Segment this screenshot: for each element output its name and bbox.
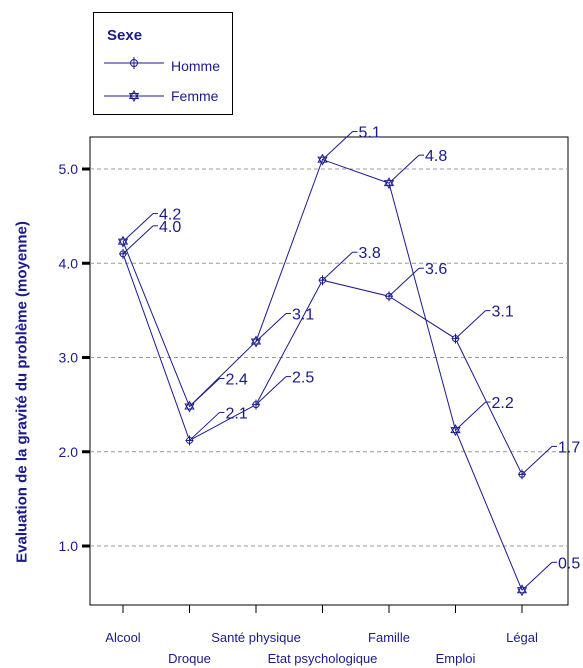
x-tick-label: Famille xyxy=(368,630,410,645)
data-label: 2.1 xyxy=(226,405,248,422)
data-point xyxy=(317,153,328,163)
data-label-leader xyxy=(255,376,287,405)
data-point-star xyxy=(250,338,262,348)
data-point-star xyxy=(383,180,395,190)
data-label-leader xyxy=(521,561,553,591)
data-label: 3.6 xyxy=(425,261,447,278)
y-tick-label: 4.0 xyxy=(59,255,79,271)
data-label-leader xyxy=(455,401,486,431)
data-point xyxy=(516,584,528,594)
data-point-star xyxy=(317,156,328,166)
legend-title: Sexe xyxy=(107,27,143,44)
data-label-leader xyxy=(455,310,486,340)
y-tick-label: 5.0 xyxy=(59,161,79,177)
x-tick-label: Emploi xyxy=(436,651,476,666)
y-tick-label: 1.0 xyxy=(59,538,79,554)
data-label-leader xyxy=(255,313,287,342)
legend-homme-label: Homme xyxy=(171,58,221,74)
data-point-star xyxy=(117,238,129,248)
data-label: 4.0 xyxy=(159,219,181,236)
data-label: 2.5 xyxy=(292,370,314,387)
data-label: 5.1 xyxy=(359,125,381,142)
data-point xyxy=(383,177,395,187)
data-point-star xyxy=(184,403,195,413)
data-label-leader xyxy=(388,267,420,297)
legend-femme-label: Femme xyxy=(171,88,219,104)
data-label-leader xyxy=(189,378,220,407)
y-tick-label: 2.0 xyxy=(59,444,79,460)
x-tick-label: Légal xyxy=(506,630,538,645)
data-point-star xyxy=(450,427,461,437)
data-label-leader xyxy=(388,154,420,184)
data-label: 4.8 xyxy=(425,148,447,165)
data-label: 3.8 xyxy=(359,245,381,262)
x-tick-label: Alcool xyxy=(105,630,141,645)
x-tick-label: Etat psychologique xyxy=(268,651,378,666)
data-label: 2.2 xyxy=(492,395,514,412)
y-tick-label: 3.0 xyxy=(59,350,79,366)
data-label: 0.5 xyxy=(558,555,580,572)
data-label: 2.4 xyxy=(226,372,248,389)
series-line-homme xyxy=(122,253,523,475)
x-tick-label: Droque xyxy=(168,651,211,666)
femme-marker-icon xyxy=(128,89,140,103)
data-label: 1.7 xyxy=(558,439,580,456)
data-point xyxy=(117,235,129,245)
homme-marker-icon xyxy=(128,57,140,69)
data-point xyxy=(450,424,461,434)
series-line-femme xyxy=(122,158,523,591)
data-label: 3.1 xyxy=(292,306,314,323)
data-point xyxy=(184,400,195,410)
data-label: 3.1 xyxy=(492,304,514,321)
data-point-star xyxy=(516,587,528,597)
x-tick-label: Santé physique xyxy=(211,630,301,645)
data-label-leader xyxy=(521,446,553,475)
data-label-leader xyxy=(322,131,353,160)
y-axis-label: Evaluation de la gravité du problème (mo… xyxy=(13,221,31,563)
data-label-leader xyxy=(322,251,353,281)
data-point xyxy=(250,335,262,345)
data-label: 4.2 xyxy=(159,207,181,224)
data-label-leader xyxy=(122,225,154,255)
data-label-leader xyxy=(122,213,154,242)
plot-frame xyxy=(89,136,569,606)
legend: Sexe Homme Femme xyxy=(93,12,233,115)
data-label-leader xyxy=(189,412,220,441)
